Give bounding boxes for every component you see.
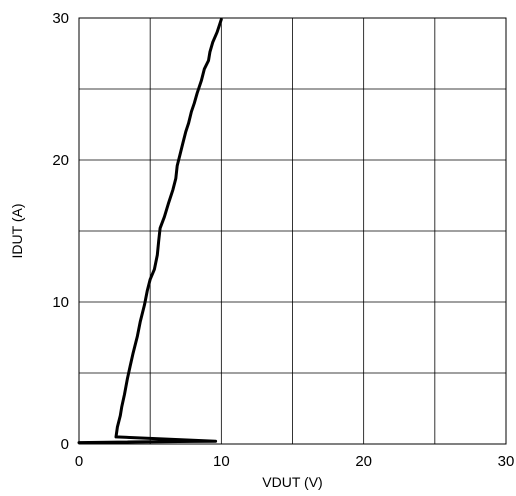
x-tick-labels: 0 10 20 30 bbox=[75, 453, 515, 470]
series-line bbox=[77, 17, 223, 445]
grid bbox=[79, 18, 506, 444]
x-axis-label: VDUT (V) bbox=[262, 474, 322, 490]
plot-frame bbox=[78, 17, 507, 445]
x-tick-label: 20 bbox=[355, 453, 372, 470]
y-tick-label: 10 bbox=[52, 294, 69, 311]
x-tick-label: 0 bbox=[75, 453, 83, 470]
y-tick-label: 30 bbox=[52, 10, 69, 27]
y-tick-label: 20 bbox=[52, 152, 69, 169]
y-tick-label: 0 bbox=[61, 436, 69, 453]
y-tick-labels: 0 10 20 30 bbox=[52, 10, 69, 453]
series-group bbox=[77, 17, 223, 445]
x-tick-label: 30 bbox=[498, 453, 515, 470]
y-axis-label: IDUT (A) bbox=[9, 204, 25, 259]
x-tick-label: 10 bbox=[213, 453, 230, 470]
